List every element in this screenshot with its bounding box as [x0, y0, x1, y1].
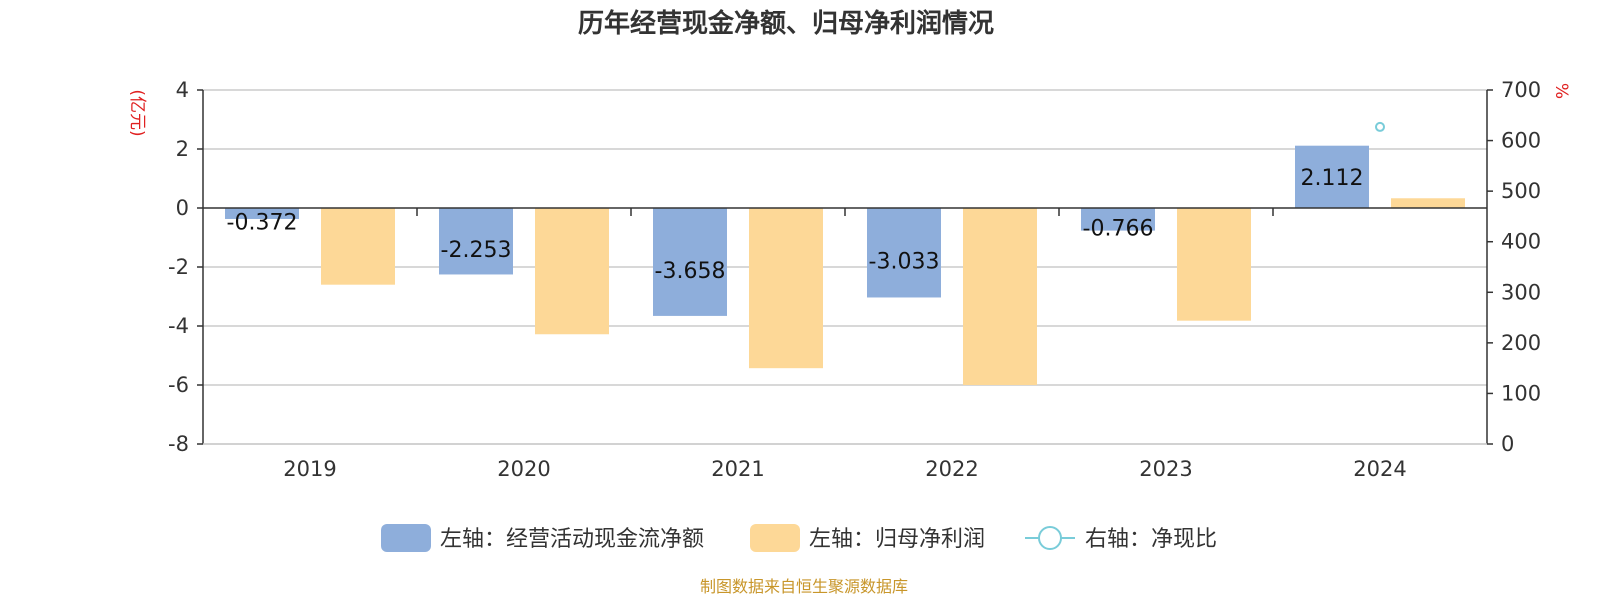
legend-label-cash-ratio: 右轴：净现比: [1085, 527, 1217, 552]
left-axis-tick-label: -2: [168, 255, 189, 279]
legend-label-net-profit: 左轴：归母净利润: [809, 527, 985, 552]
cash-ratio-point: [1375, 121, 1385, 132]
chart-title: 历年经营现金净额、归母净利润情况: [578, 8, 994, 39]
source-note: 制图数据来自恒生聚源数据库: [700, 577, 908, 596]
cash-flow-value-label: -0.766: [1083, 216, 1154, 241]
net-profit-bar: [321, 208, 395, 285]
ratio-points: [1375, 121, 1385, 132]
right-axis-ticks: 700 600 500 400 300 200 100 0: [1487, 78, 1541, 456]
legend-swatch-net-profit: [750, 524, 800, 552]
category-label: 2022: [925, 457, 978, 481]
cash-flow-bar: [867, 208, 941, 298]
net-profit-bar: [535, 208, 609, 335]
category-label: 2020: [497, 457, 550, 481]
left-axis-ticks: 4 2 0 -2 -4 -6 -8: [168, 78, 203, 456]
left-axis-tick-label: -6: [168, 373, 189, 397]
category-labels: 2019 2020 2021 2022 2023 2024: [283, 457, 1406, 481]
bar-value-labels: -0.372 -2.253 -3.658 -3.033 -0.766 2.112: [227, 166, 1364, 284]
cash-flow-value-label: -3.658: [655, 259, 726, 284]
legend-swatch-cash-flow: [381, 524, 431, 552]
legend-circle-icon: [1038, 526, 1062, 550]
cash-flow-bar: [439, 208, 513, 275]
category-label: 2023: [1139, 457, 1192, 481]
net-profit-bar: [1177, 208, 1251, 321]
cash-flow-value-label: -3.033: [869, 250, 940, 275]
right-axis-tick-label: 600: [1501, 129, 1541, 153]
legend-item-net-profit[interactable]: 左轴：归母净利润: [750, 524, 985, 552]
legend-item-cash-ratio[interactable]: 右轴：净现比: [1025, 526, 1217, 552]
right-axis-tick-label: 300: [1501, 280, 1541, 304]
right-axis-tick-label: 200: [1501, 331, 1541, 355]
left-axis-tick-label: 4: [176, 78, 189, 102]
left-axis-tick-label: 0: [176, 196, 189, 220]
right-axis-tick-label: 100: [1501, 381, 1541, 405]
cash-flow-bar: [653, 208, 727, 316]
left-axis-tick-label: -8: [168, 432, 189, 456]
axes: [202, 90, 1488, 445]
left-axis-tick-label: -4: [168, 314, 189, 338]
bars: [225, 145, 1465, 385]
right-axis-tick-label: 400: [1501, 230, 1541, 254]
net-profit-bar: [1391, 198, 1465, 208]
net-profit-bar: [749, 208, 823, 369]
right-axis-tick-label: 500: [1501, 179, 1541, 203]
cash-flow-bar: [1295, 145, 1369, 208]
right-axis-tick-label: 700: [1501, 78, 1541, 102]
cash-flow-value-label: 2.112: [1301, 166, 1364, 191]
category-label: 2024: [1353, 457, 1406, 481]
left-axis-unit: (亿元): [127, 89, 147, 136]
cash-flow-value-label: -0.372: [227, 210, 298, 235]
cash-flow-bar: [225, 208, 299, 219]
cash-flow-bar: [1081, 208, 1155, 231]
legend-label-cash-flow: 左轴：经营活动现金流净额: [440, 527, 704, 552]
category-label: 2021: [711, 457, 764, 481]
right-axis-unit: %: [1551, 83, 1571, 99]
legend: 左轴：经营活动现金流净额 左轴：归母净利润 右轴：净现比: [381, 524, 1217, 552]
legend-item-cash-flow[interactable]: 左轴：经营活动现金流净额: [381, 524, 704, 552]
net-profit-bar: [963, 208, 1037, 385]
cash-flow-value-label: -2.253: [441, 238, 512, 263]
gridlines: [203, 89, 1487, 445]
right-axis-tick-label: 0: [1501, 432, 1514, 456]
category-label: 2019: [283, 457, 336, 481]
left-axis-tick-label: 2: [176, 137, 189, 161]
